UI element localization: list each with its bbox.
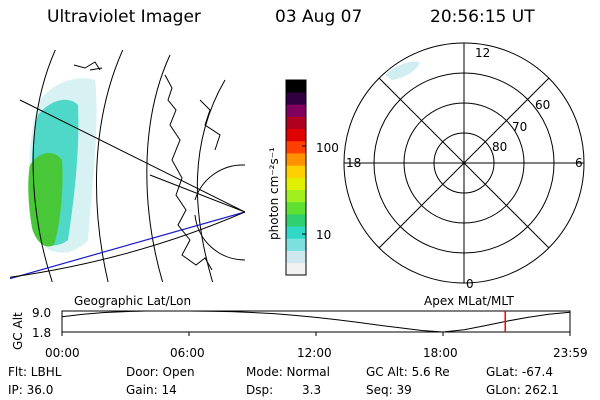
colorbar-segment <box>286 226 306 239</box>
status-dsp-value: 3.3 <box>302 383 322 397</box>
polar-label: Apex MLat/MLT <box>424 294 514 308</box>
colorbar-tick-100: 100 <box>316 141 339 155</box>
aurora-emission-green <box>28 153 63 247</box>
colorbar-segment <box>286 177 306 190</box>
colorbar-segment <box>286 128 306 142</box>
colorbar-segment <box>286 104 306 117</box>
polar-lat-80: 80 <box>492 140 508 154</box>
polar-lat-70: 70 <box>512 120 528 134</box>
polar-mlt-6: 6 <box>575 156 583 170</box>
colorbar-segment <box>286 80 306 93</box>
colorbar-tick-10: 10 <box>316 228 332 242</box>
status-seq: Seq: 39 <box>366 383 412 397</box>
polar-mlt-0: 0 <box>466 277 474 291</box>
chart-xtick-2: 12:00 <box>297 346 332 360</box>
colorbar-segment <box>286 250 306 264</box>
chart-ytick-top: 9.0 <box>32 306 52 320</box>
colorbar-segment <box>286 153 306 166</box>
status-gain: Gain: 14 <box>126 383 177 397</box>
colorbar-segment <box>286 116 306 130</box>
status-glon: GLon: 262.1 <box>486 383 559 397</box>
header-time: 20:56:15 UT <box>430 7 535 27</box>
colorbar-segment <box>286 165 306 178</box>
chart-xtick-4: 23:59 <box>553 346 588 360</box>
colorbar-segment <box>286 140 306 154</box>
chart-xtick-3: 18:00 <box>423 346 458 360</box>
status-door: Door: Open <box>126 365 195 379</box>
chart-ylabel: GC Alt <box>11 312 25 350</box>
chart-ytick-bottom: 1.8 <box>32 326 52 340</box>
status-mode: Mode: Normal <box>246 365 330 379</box>
coastline <box>73 61 221 271</box>
status-glat: GLat: -67.4 <box>486 365 553 379</box>
chart-xtick-1: 06:00 <box>170 346 205 360</box>
status-gc-alt: GC Alt: 5.6 Re <box>366 365 450 379</box>
page-title: Ultraviolet Imager <box>47 7 201 27</box>
status-flt: Flt: LBHL <box>8 365 62 379</box>
altitude-series-line <box>61 310 571 333</box>
polar-mlt-12: 12 <box>475 46 491 60</box>
polar-emission <box>385 61 420 80</box>
header-date: 03 Aug 07 <box>275 7 363 27</box>
chart-xtick-0: 00:00 <box>45 346 80 360</box>
colorbar-segment <box>286 238 306 251</box>
geo-map-label: Geographic Lat/Lon <box>74 294 192 308</box>
polar-mlt-18: 18 <box>346 156 362 170</box>
colorbar-segment <box>286 262 306 276</box>
colorbar-segment <box>286 201 306 215</box>
status-ip: IP: 36.0 <box>8 383 54 397</box>
chart-frame <box>61 310 571 333</box>
polar-lat-60: 60 <box>535 98 551 112</box>
colorbar-frame <box>285 79 307 276</box>
colorbar-segment <box>286 92 306 105</box>
colorbar-segment <box>286 189 306 203</box>
colorbar-segment <box>286 214 306 227</box>
status-dsp-label: Dsp: <box>246 383 274 397</box>
